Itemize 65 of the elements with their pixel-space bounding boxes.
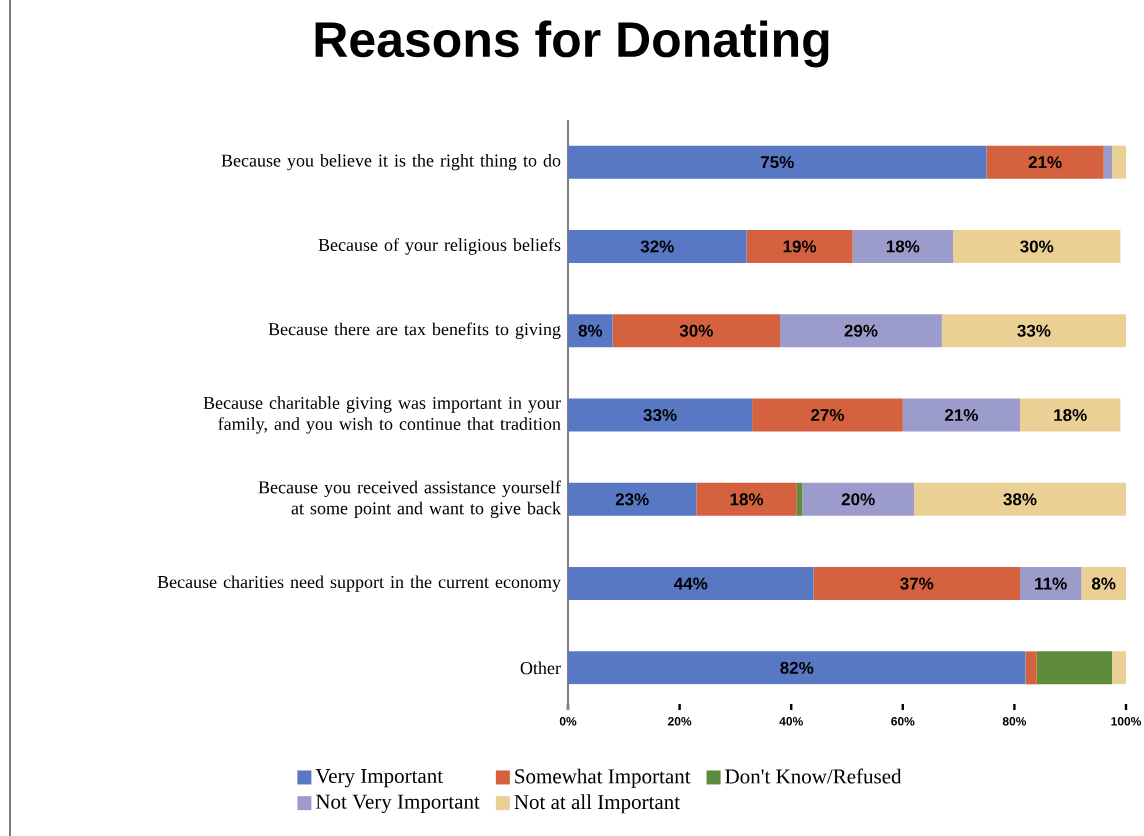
legend-label: Somewhat Important	[515, 768, 691, 788]
y-tick-label: Because of your religious beliefs	[318, 238, 561, 255]
data-label: 75%	[760, 156, 794, 169]
bar	[568, 229, 747, 263]
bar	[796, 482, 803, 516]
bar	[953, 229, 1121, 263]
bar	[913, 482, 1126, 516]
bar	[568, 145, 987, 179]
bar	[1112, 651, 1126, 685]
data-label: 8%	[578, 324, 603, 337]
data-label: 82%	[780, 661, 814, 674]
legend-label: Don't Know/Refused	[725, 768, 902, 784]
bar	[568, 314, 613, 348]
bar	[1103, 145, 1113, 179]
data-label: 37%	[900, 577, 934, 590]
legend-label: Not at all Important	[514, 794, 680, 814]
data-label: 19%	[783, 240, 817, 253]
y-tick-label: Because charities need support in the current economy	[157, 575, 561, 592]
bar	[941, 314, 1126, 348]
legend-label: Very Important	[315, 769, 443, 788]
data-label: 44%	[674, 577, 708, 590]
data-label: 21%	[944, 409, 978, 421]
data-label: 20%	[841, 493, 875, 506]
data-label: 27%	[811, 409, 845, 421]
data-label: 29%	[844, 324, 878, 337]
bar	[780, 314, 942, 348]
bar	[568, 482, 697, 516]
bar	[986, 145, 1104, 179]
bar	[752, 398, 903, 432]
chart-title: Reasons for Donating	[315, 20, 829, 68]
bar	[902, 398, 1020, 432]
y-tick-label: Because you received assistance yourself at some point and want to give back	[258, 480, 561, 519]
bar	[802, 482, 914, 516]
bar	[612, 314, 781, 348]
bar	[813, 567, 1020, 601]
y-tick-label: Because you believe it is the right thing to do	[221, 153, 561, 171]
bar	[696, 482, 797, 516]
bar	[746, 229, 853, 263]
y-tick-label: Because there are tax benefits to giving	[268, 322, 561, 340]
data-label: 21%	[1028, 156, 1062, 169]
bar	[852, 229, 954, 263]
bar	[1025, 651, 1037, 685]
bar	[1081, 567, 1126, 601]
bar	[568, 567, 814, 601]
data-label: 30%	[1020, 240, 1054, 253]
data-label: 23%	[615, 493, 649, 506]
bar	[1112, 145, 1126, 179]
data-label: 11%	[1035, 577, 1067, 590]
bar	[1036, 651, 1113, 685]
data-label: 33%	[643, 408, 677, 422]
data-label: 8%	[1091, 577, 1116, 590]
legend-label: Not Very Important	[315, 794, 480, 814]
data-label: 38%	[1003, 493, 1037, 506]
bar	[568, 398, 753, 432]
data-label: 32%	[640, 240, 674, 253]
y-tick-label: Because charitable giving was important in your family, and you wish to continue that tradition	[203, 396, 561, 434]
data-label: 18%	[1054, 409, 1087, 422]
bar	[568, 651, 1026, 685]
data-label: 18%	[730, 493, 764, 506]
data-label: 30%	[679, 324, 713, 337]
bar	[1019, 398, 1121, 432]
data-label: 18%	[886, 240, 920, 253]
y-tick-label: Other	[520, 661, 561, 675]
data-label: 33%	[1017, 324, 1051, 337]
bar	[1019, 567, 1082, 601]
